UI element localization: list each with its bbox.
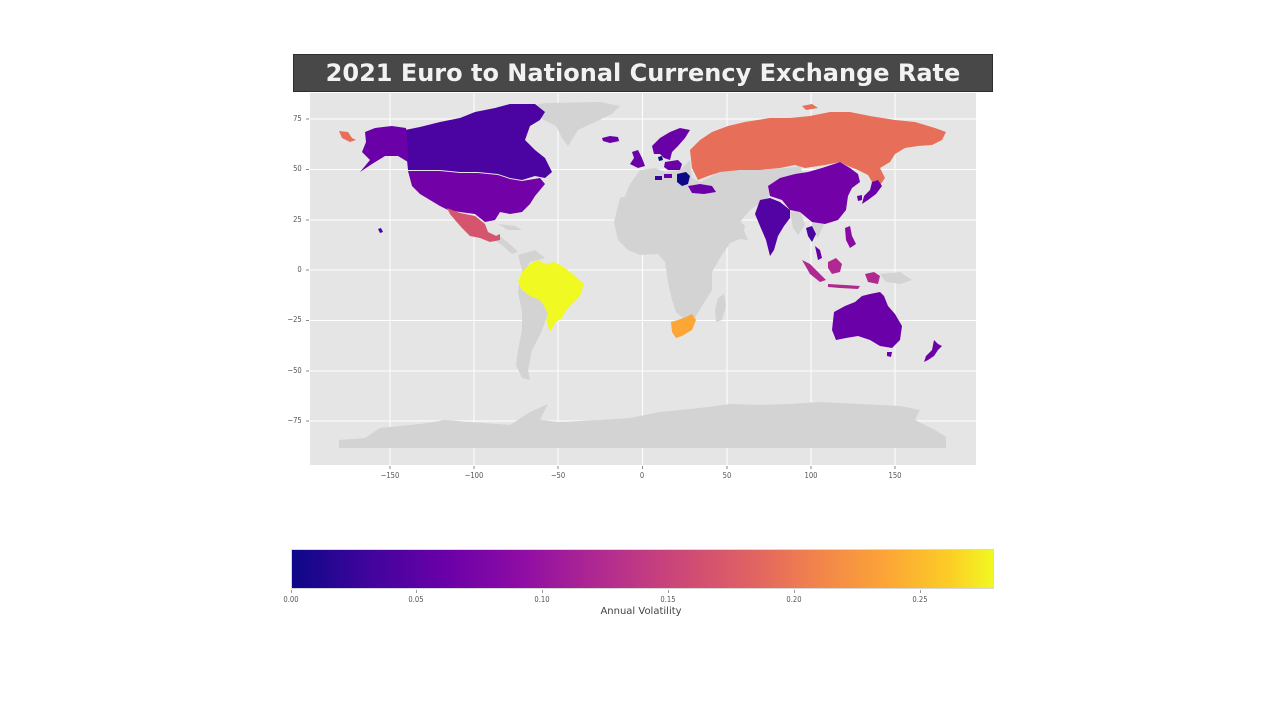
x-tick-label: 50 [722, 471, 732, 480]
country-iceland[interactable] [602, 136, 619, 143]
y-tick-label: 50 [293, 164, 302, 173]
colorbar-tick [920, 590, 921, 593]
country-australia[interactable] [832, 292, 902, 348]
y-tick-label: −50 [287, 366, 302, 375]
country-indonesia[interactable] [802, 260, 826, 282]
colorbar-tick [416, 590, 417, 593]
country-canada[interactable] [405, 104, 552, 180]
country-brazil[interactable] [518, 260, 584, 332]
y-tick-label: 25 [293, 215, 302, 224]
country-poland[interactable] [664, 160, 682, 170]
country-uk[interactable] [630, 150, 645, 168]
country-turkey[interactable] [688, 184, 716, 194]
country-norway-sweden[interactable] [652, 128, 690, 160]
colorbar-tick-label: 0.25 [912, 595, 928, 604]
country-usa-alaska[interactable] [360, 126, 408, 172]
nodata-land [339, 102, 946, 448]
colorbar-tick [794, 590, 795, 593]
colorbar-tick [291, 590, 292, 593]
country-new-zealand[interactable] [924, 340, 942, 362]
country-usa[interactable] [408, 171, 545, 222]
colorbar-tick-label: 0.15 [660, 595, 676, 604]
axis-ticks [306, 118, 896, 469]
x-tick-label: −150 [380, 471, 400, 480]
colorbar-tick [542, 590, 543, 593]
country-russia-chukotka[interactable] [339, 131, 356, 142]
country-mexico[interactable] [447, 208, 500, 242]
x-tick-label: 150 [888, 471, 902, 480]
colorbar-label: Annual Volatility [600, 606, 682, 617]
colorbar [291, 549, 994, 589]
y-tick-label: −75 [287, 416, 302, 425]
country-denmark[interactable] [658, 156, 663, 161]
country-romania-bulgaria[interactable] [677, 172, 690, 186]
colorbar-tick-label: 0.00 [283, 595, 299, 604]
colorbar-tick [668, 590, 669, 593]
y-tick-label: −25 [287, 315, 302, 324]
country-south-africa[interactable] [671, 314, 696, 338]
colorbar-tick-label: 0.05 [408, 595, 424, 604]
colorbar-tick-label: 0.10 [534, 595, 550, 604]
x-tick-label: −50 [550, 471, 566, 480]
country-india[interactable] [755, 198, 790, 256]
x-tick-label: −100 [464, 471, 484, 480]
country-japan[interactable] [862, 180, 882, 204]
country-russia[interactable] [690, 112, 946, 188]
y-tick-label: 0 [297, 265, 302, 274]
country-shapes [339, 104, 946, 362]
country-china[interactable] [768, 162, 860, 224]
chart-title: 2021 Euro to National Currency Exchange … [293, 54, 993, 92]
x-tick-label: 0 [639, 471, 645, 480]
colorbar-tick-label: 0.20 [786, 595, 802, 604]
x-tick-label: 100 [804, 471, 818, 480]
y-tick-label: 75 [293, 114, 302, 123]
